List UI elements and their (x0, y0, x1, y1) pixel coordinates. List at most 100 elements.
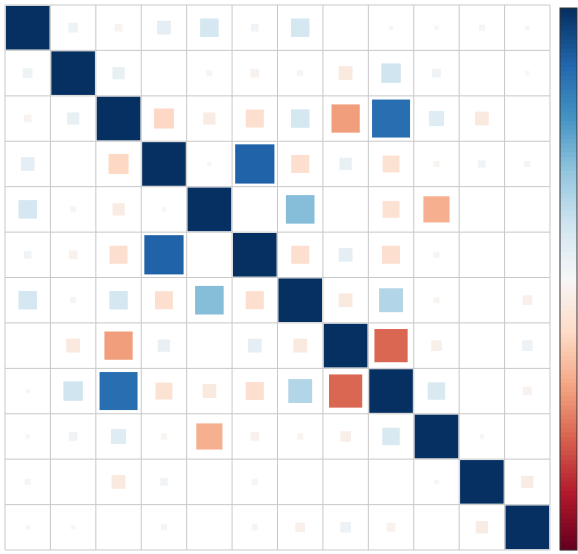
heatmap-cell-r8-c6 (288, 379, 313, 403)
heatmap-cell-r6-c8 (379, 288, 403, 313)
heatmap-cell-r0-c8 (388, 25, 394, 30)
colorbar-segment (560, 391, 577, 398)
heatmap-cell-r3-c4 (207, 161, 212, 167)
colorbar-segment (560, 455, 577, 461)
colorbar-segment (560, 527, 577, 533)
heatmap-cell-r0-c1 (68, 22, 78, 33)
heatmap-cell-r1-c5 (250, 68, 260, 78)
colorbar-segment (560, 405, 577, 411)
heatmap-cell-r5-c5 (232, 232, 277, 277)
colorbar-segment (560, 265, 577, 271)
heatmap-cell-r9-c5 (250, 432, 260, 441)
colorbar-segment (560, 26, 577, 32)
heatmap-cell-r1-c7 (338, 66, 353, 81)
heatmap-cell-r8-c11 (522, 386, 532, 396)
heatmap-cell-r3-c2 (108, 153, 129, 174)
heatmap-cell-r2-c6 (290, 109, 310, 128)
heatmap-cell-r6-c5 (245, 291, 264, 310)
colorbar-segment (560, 175, 577, 181)
heatmap-cell-r11-c6 (295, 522, 306, 533)
heatmap-cell-r4-c9 (423, 196, 450, 223)
colorbar-segment (560, 44, 577, 50)
colorbar-segment (560, 21, 577, 27)
colorbar-segment (560, 531, 577, 538)
heatmap-cell-r0-c3 (157, 20, 171, 35)
colorbar-segment (560, 400, 577, 407)
colorbar-segment (560, 522, 577, 529)
colorbar-segment (560, 351, 577, 357)
colorbar-segment (560, 152, 577, 158)
colorbar-segment (560, 446, 577, 452)
heatmap-cell-r7-c3 (157, 339, 171, 352)
heatmap-cell-r6-c4 (195, 285, 224, 315)
heatmap-cell-r6-c2 (109, 290, 128, 310)
colorbar-segment (560, 288, 577, 294)
colorbar-segment (560, 30, 577, 36)
colorbar-segment (560, 93, 577, 99)
heatmap-cell-r0-c0 (5, 5, 50, 50)
colorbar-segment (560, 12, 577, 18)
heatmap-cell-r1-c4 (206, 70, 213, 77)
heatmap-cell-r0-c6 (290, 18, 310, 37)
colorbar-segment (560, 125, 577, 131)
colorbar-segment (560, 57, 577, 63)
colorbar-segment (560, 423, 577, 429)
heatmap-cell-r11-c7 (340, 521, 351, 533)
heatmap-cell-r5-c8 (382, 245, 401, 264)
colorbar-segment (560, 48, 577, 54)
heatmap-cell-r5-c3 (144, 235, 184, 275)
colorbar-segment (560, 71, 577, 77)
colorbar-segment (560, 414, 577, 420)
heatmap-cell-r9-c2 (110, 428, 127, 445)
colorbar-segment (560, 184, 577, 190)
heatmap-cell-r0-c5 (251, 23, 259, 32)
heatmap-cell-r9-c1 (68, 432, 78, 441)
colorbar-segment (560, 360, 577, 366)
colorbar-segment (560, 188, 577, 194)
heatmap-cell-r3-c5 (235, 144, 275, 184)
colorbar-segment (560, 251, 577, 258)
heatmap-cell-r5-c1 (68, 250, 78, 260)
colorbar-segment (560, 35, 577, 41)
colorbar-segment (560, 328, 577, 334)
colorbar-segment (560, 242, 577, 248)
colorbar-segment (560, 274, 577, 280)
colorbar-segment (560, 238, 577, 244)
colorbar-segment (560, 432, 577, 438)
colorbar-segment (560, 161, 577, 167)
colorbar-segment (560, 500, 577, 506)
heatmap-cell-r11-c0 (25, 525, 30, 530)
heatmap-cell-r2-c5 (245, 109, 264, 128)
heatmap-cell-r3-c0 (20, 157, 35, 171)
colorbar-segment (560, 157, 577, 163)
colorbar-segment (560, 369, 577, 375)
heatmap-cell-r4-c1 (70, 206, 77, 213)
colorbar-segment (560, 62, 577, 68)
colorbar-segment (560, 536, 577, 542)
colorbar-segment (560, 39, 577, 45)
heatmap-cell-r8-c8 (369, 369, 413, 413)
heatmap-cell-r4-c2 (112, 203, 125, 216)
heatmap-cell-r1-c2 (112, 66, 125, 80)
colorbar-segment (560, 224, 577, 230)
heatmap-cell-r6-c9 (433, 297, 440, 304)
colorbar-segment (560, 292, 577, 298)
heatmap-cell-r10-c9 (434, 479, 439, 485)
colorbar-border (559, 7, 578, 551)
colorbar-segment (560, 75, 577, 81)
heatmap-cell-r8-c9 (427, 382, 446, 400)
colorbar-segment (560, 301, 577, 307)
colorbar-segment (560, 450, 577, 456)
colorbar (559, 7, 578, 551)
heatmap-cell-r9-c6 (297, 433, 304, 440)
colorbar-segment (560, 129, 577, 136)
colorbar-segment (560, 337, 577, 343)
colorbar-segment (560, 66, 577, 72)
heatmap-cell-r3-c8 (382, 155, 400, 173)
colorbar-segment (560, 464, 577, 470)
heatmap-cell-r4-c6 (285, 195, 315, 224)
heatmap-cell-r5-c6 (291, 245, 310, 264)
heatmap-cell-r3-c9 (433, 160, 440, 168)
heatmap-cell-r8-c2 (99, 372, 138, 411)
heatmap-cell-r7-c7 (323, 323, 368, 368)
